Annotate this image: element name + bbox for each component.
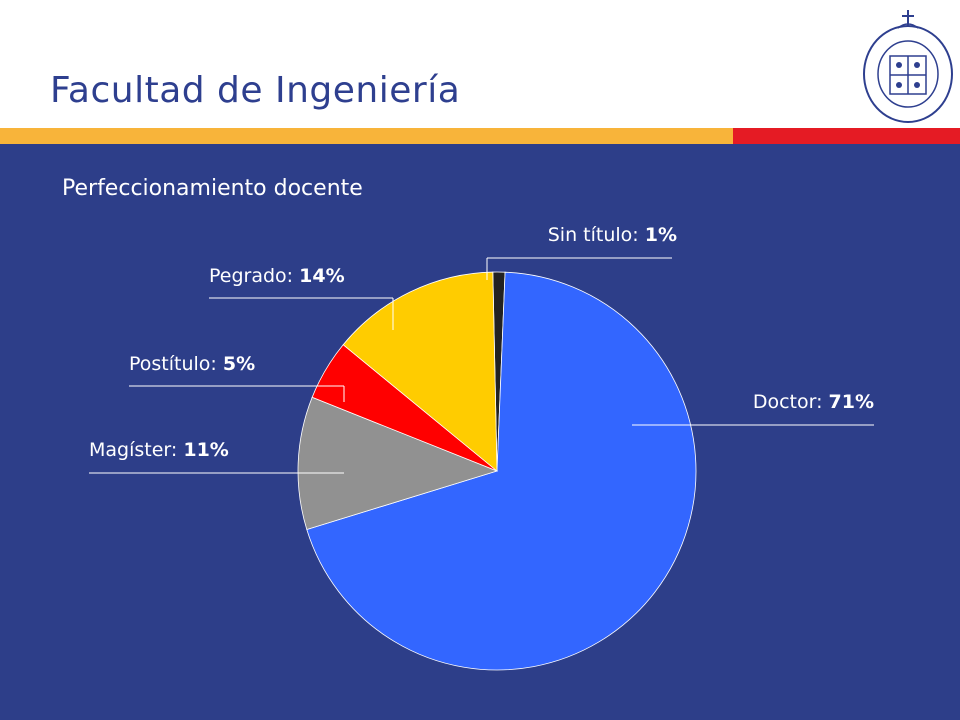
header bbox=[0, 0, 960, 128]
slide-subtitle: Perfeccionamiento docente bbox=[62, 176, 363, 201]
data-label-pegrado: Pegrado: 14% bbox=[209, 265, 345, 287]
pie-slice-pegrado bbox=[342, 271, 498, 472]
pie-slice-magister bbox=[297, 396, 499, 530]
accent-bar-red bbox=[733, 128, 960, 144]
data-label-doctor: Doctor: 71% bbox=[753, 391, 874, 413]
data-label-postitulo: Postítulo: 5% bbox=[129, 353, 255, 375]
accent-bar-yellow bbox=[0, 128, 733, 144]
university-seal-logo bbox=[863, 10, 953, 123]
data-label-sin-titulo: Sin título: 1% bbox=[548, 224, 677, 246]
page-title: Facultad de Ingeniería bbox=[50, 70, 461, 111]
data-label-magister: Magíster: 11% bbox=[89, 439, 229, 461]
pie-slice-doctor bbox=[306, 271, 697, 671]
